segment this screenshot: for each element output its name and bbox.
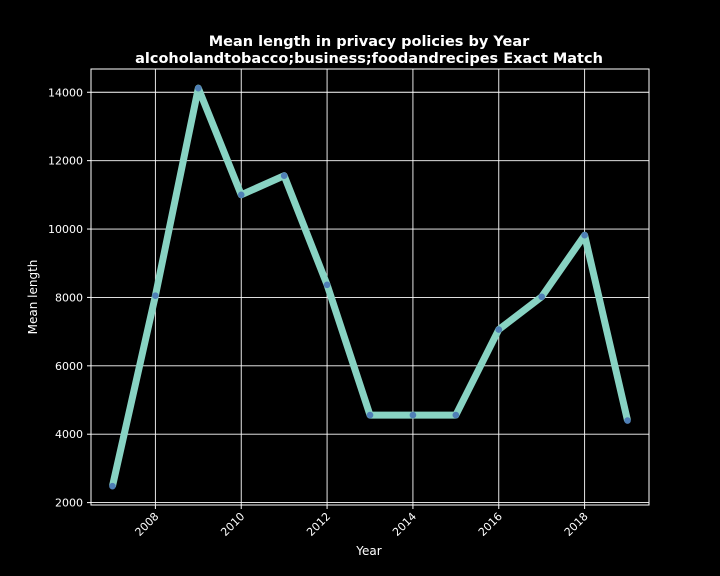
data-point xyxy=(366,411,374,419)
y-tick-label: 4000 xyxy=(55,428,83,441)
data-point xyxy=(624,417,631,424)
y-tick-label: 8000 xyxy=(55,291,83,304)
y-tick-label: 10000 xyxy=(48,223,83,236)
data-point xyxy=(109,482,116,490)
data-point xyxy=(495,326,503,333)
data-point xyxy=(409,411,417,419)
data-point xyxy=(323,281,331,289)
x-axis-label: Year xyxy=(355,544,381,558)
y-tick-label: 6000 xyxy=(55,360,83,373)
data-point xyxy=(581,231,588,239)
y-axis-label: Mean length xyxy=(26,260,40,335)
series-layer xyxy=(109,84,631,490)
y-tick-label: 14000 xyxy=(48,86,83,99)
data-point xyxy=(280,172,288,179)
data-point xyxy=(452,411,460,419)
y-tick-label: 12000 xyxy=(48,155,83,168)
chart-subtitle: alcoholandtobacco;business;foodandrecipe… xyxy=(135,51,603,67)
plot-area-frame xyxy=(90,68,650,506)
data-point xyxy=(237,191,245,199)
data-point xyxy=(152,292,159,300)
data-point xyxy=(195,84,202,92)
data-point xyxy=(538,293,545,301)
y-axis-ticks: 2000 4000 6000 8000 10000 12000 14000 xyxy=(48,86,91,510)
y-tick-label: 2000 xyxy=(55,497,83,510)
chart-title: Mean length in privacy policies by Year xyxy=(209,34,530,50)
